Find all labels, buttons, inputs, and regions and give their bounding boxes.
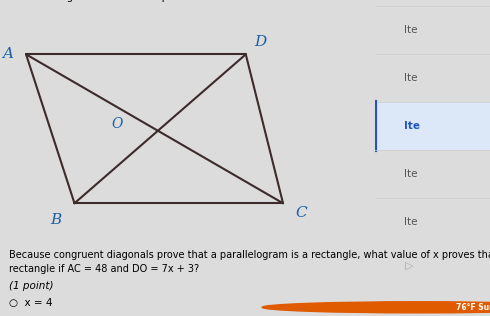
FancyBboxPatch shape [375,102,490,150]
Text: Ite: Ite [404,121,419,131]
Text: ▷: ▷ [405,261,414,271]
Text: A: A [2,47,13,61]
Text: rectangle if AC = 48 and DO = 7x + 3?: rectangle if AC = 48 and DO = 7x + 3? [9,264,199,274]
Text: 76°F Sun: 76°F Sun [456,303,490,312]
Circle shape [262,302,490,313]
Text: Because congruent diagonals prove that a parallelogram is a rectangle, what valu: Because congruent diagonals prove that a… [9,250,490,260]
Text: (1 point): (1 point) [9,281,53,291]
Text: B: B [50,213,61,227]
Text: D: D [255,35,267,49]
Text: Use the image to answer the question.: Use the image to answer the question. [4,0,206,2]
Text: Ite: Ite [404,169,417,179]
Text: O: O [112,117,123,131]
Text: Ite: Ite [404,217,417,228]
Text: ○  x = 4: ○ x = 4 [9,298,52,308]
Text: Ite: Ite [404,73,417,83]
Text: Ite: Ite [404,25,417,35]
Text: C: C [296,206,307,220]
